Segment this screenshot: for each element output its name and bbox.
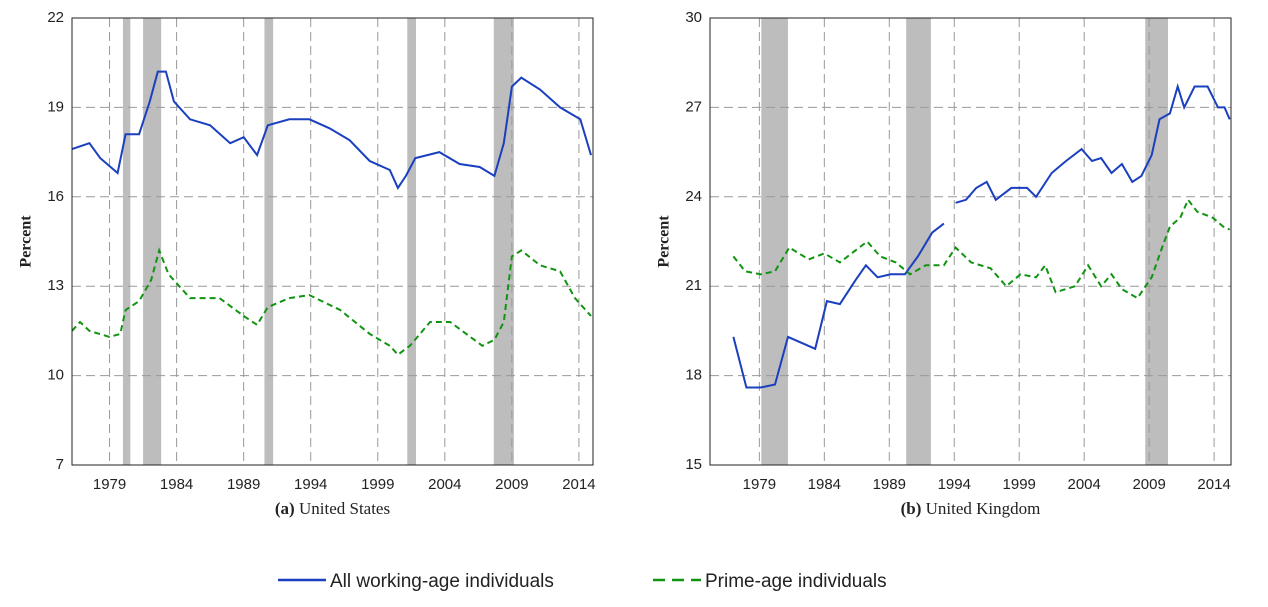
plot-frame [71, 17, 594, 466]
x-tick-label: 1979 [93, 476, 126, 493]
recession-band [493, 18, 514, 465]
x-tick-label: 1994 [294, 476, 327, 493]
caption: (a) United States [275, 499, 390, 518]
legend-label: Prime-age individuals [705, 571, 887, 592]
x-tick-label: 1984 [160, 476, 193, 493]
caption: (b) United Kingdom [901, 499, 1041, 518]
recession-band [407, 18, 416, 465]
caption-label: (a) [275, 499, 295, 518]
caption-label: (b) [901, 499, 922, 518]
y-tick-label: 7 [56, 456, 64, 473]
series-line [732, 197, 1231, 300]
x-tick-label: 1994 [938, 476, 971, 493]
y-axis-label: Percent [656, 215, 673, 268]
series-line [71, 247, 592, 357]
x-tick-label: 2004 [1067, 476, 1100, 493]
y-tick-label: 21 [685, 277, 702, 294]
y-tick-label: 16 [47, 188, 64, 205]
y-tick-label: 10 [47, 367, 64, 384]
recession-band [122, 18, 131, 465]
x-tick-label: 2004 [428, 476, 461, 493]
x-tick-label: 1984 [808, 476, 841, 493]
y-tick-label: 30 [685, 9, 702, 26]
y-tick-label: 19 [47, 98, 64, 115]
y-axis-label: Percent [18, 215, 35, 268]
plot-frame [709, 17, 1232, 466]
x-tick-label: 1989 [873, 476, 906, 493]
x-tick-label: 1999 [1003, 476, 1036, 493]
y-tick-label: 27 [685, 98, 702, 115]
y-tick-label: 13 [47, 277, 64, 294]
y-tick-label: 22 [47, 9, 64, 26]
x-tick-label: 1979 [743, 476, 776, 493]
x-tick-label: 2009 [495, 476, 528, 493]
recession-band [264, 18, 274, 465]
recession-band [1145, 18, 1168, 465]
y-tick-label: 15 [685, 456, 702, 473]
x-tick-label: 2014 [562, 476, 595, 493]
x-tick-label: 1999 [361, 476, 394, 493]
y-tick-label: 24 [685, 188, 702, 205]
x-tick-label: 1989 [227, 476, 260, 493]
series-line [732, 83, 1231, 389]
x-tick-label: 2009 [1132, 476, 1165, 493]
recession-band [143, 18, 162, 465]
caption-text: United Kingdom [926, 499, 1041, 518]
recession-band [761, 18, 788, 465]
y-tick-label: 18 [685, 367, 702, 384]
caption-text: United States [299, 499, 390, 518]
series-line [71, 70, 592, 190]
x-tick-label: 2014 [1197, 476, 1230, 493]
legend-label: All working-age individuals [330, 571, 554, 592]
